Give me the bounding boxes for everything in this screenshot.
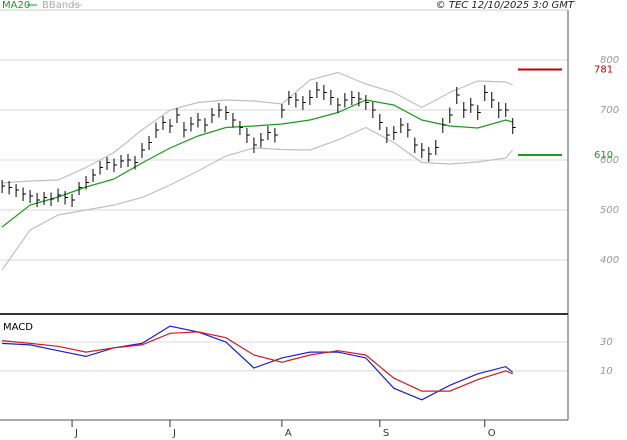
copyright: © TEC 12/10/2025 3:0 GMT <box>436 0 575 11</box>
x-tick-label: S <box>383 428 389 439</box>
level-label: 781 <box>594 65 613 76</box>
x-tick-label: J <box>172 428 176 439</box>
y-tick-label: 500 <box>600 205 619 216</box>
x-tick-label: A <box>285 428 292 439</box>
line-values <box>2 331 513 392</box>
x-tick-label: O <box>488 428 496 439</box>
level-label: 610 <box>594 150 613 161</box>
y-tick-label: 10 <box>600 366 613 377</box>
y-tick-label: 30 <box>600 337 613 348</box>
legend-ma20: MA20 <box>2 0 30 11</box>
line-lower <box>1 126 514 271</box>
y-tick-label: 400 <box>600 255 619 266</box>
y-tick-label: 600 <box>600 155 619 166</box>
legend-bbands: BBands <box>42 0 80 11</box>
panel-title: MACD <box>3 322 33 333</box>
y-tick-label: 700 <box>600 105 619 116</box>
x-tick-label: J <box>74 428 78 439</box>
y-tick-label: 800 <box>600 55 619 66</box>
line-values <box>2 325 514 401</box>
line-upper <box>2 71 513 184</box>
